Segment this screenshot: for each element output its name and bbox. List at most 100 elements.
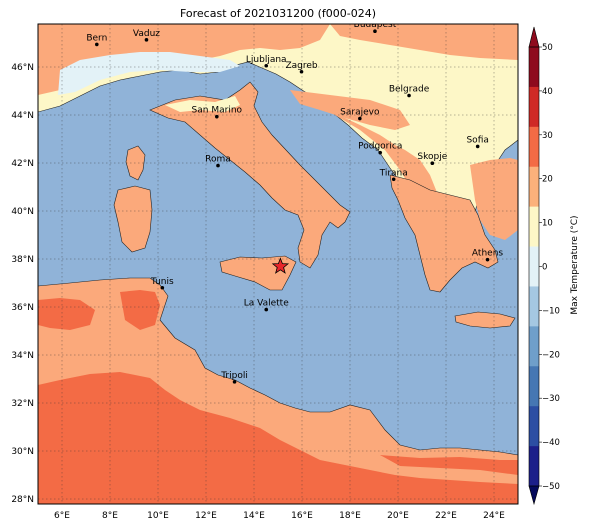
lat-tick-label: 28°N (11, 495, 34, 505)
lat-axis: 28°N 30°N 32°N 34°N 36°N 38°N 40°N 42°N … (11, 63, 34, 505)
lon-tick-label: 6°E (54, 511, 70, 521)
crete-land (454, 311, 516, 329)
city-dot (407, 93, 411, 98)
city-dot (95, 42, 99, 47)
algeria-warm (38, 298, 95, 330)
city-label: Tirana (379, 168, 408, 178)
colorbar-segment (529, 126, 539, 168)
greece-land (389, 174, 499, 293)
chart-title: Forecast of 2021031200 (f000-024) (179, 7, 377, 20)
hungary-mild (290, 90, 410, 130)
lat-tick-label: 40°N (11, 207, 34, 217)
alps-pale (58, 52, 240, 95)
colorbar-tick-label: 30 (542, 131, 553, 141)
city-dot (264, 307, 269, 312)
city-label: Athens (472, 249, 503, 259)
lon-tick-label: 16°E (291, 511, 313, 521)
colorbar-tick-label: −30 (542, 394, 560, 404)
colorbar-segment (529, 86, 539, 128)
city-label: Tunis (150, 277, 174, 287)
colorbar-tick-label: 50 (542, 43, 553, 53)
colorbar-segment (529, 286, 539, 327)
lat-tick-label: 38°N (11, 255, 34, 265)
colorbar-tick-label: −50 (542, 482, 560, 492)
colorbar: −50 −40 −30 −20 −10 0 10 20 30 40 50 (528, 26, 560, 506)
city-dot (160, 285, 165, 290)
lat-tick-label: 30°N (11, 447, 34, 457)
po-valley-pale (165, 96, 240, 112)
star-marker-icon (271, 257, 290, 274)
lat-tick-label: 36°N (11, 303, 34, 313)
colorbar-segment (529, 47, 539, 88)
city-label: La Valette (244, 299, 289, 309)
sardinia-land (113, 185, 153, 253)
lon-tick-label: 18°E (339, 511, 361, 521)
lon-tick-label: 10°E (147, 511, 169, 521)
city-label: Roma (205, 155, 231, 165)
colorbar-tick-label: −10 (542, 306, 560, 316)
colorbar-label: Max Temperature (°C) (570, 215, 580, 314)
lon-tick-label: 14°E (243, 511, 265, 521)
lon-tick-label: 22°E (435, 511, 457, 521)
city-dot (299, 69, 304, 74)
colorbar-tick-label: 0 (542, 263, 547, 273)
colorbar-tick-label: 20 (542, 175, 553, 185)
lon-tick-label: 24°E (483, 511, 505, 521)
lon-axis: 6°E 8°E 10°E 12°E 14°E 16°E 18°E 20°E 22… (54, 511, 505, 521)
lat-tick-label: 34°N (11, 351, 34, 361)
colorbar-extend-min (528, 485, 540, 506)
lat-tick-label: 42°N (11, 159, 34, 169)
lon-tick-label: 20°E (387, 511, 409, 521)
colorbar-segment (529, 326, 539, 367)
city-dot (215, 114, 219, 119)
city-label: Ljubljana (246, 55, 287, 65)
colorbar-tick-label: −20 (542, 350, 560, 360)
city-dot (430, 161, 435, 165)
city-label: Vaduz (133, 29, 160, 39)
lat-tick-label: 46°N (11, 63, 34, 73)
city-dot (475, 144, 480, 149)
city-dot (391, 177, 396, 182)
colorbar-segment (529, 206, 539, 247)
colorbar-segment (529, 446, 539, 487)
city-dot (378, 150, 383, 155)
city-label: Budapest (354, 20, 397, 30)
city-dot (232, 380, 237, 384)
city-dot (264, 63, 269, 68)
lat-tick-label: 32°N (11, 399, 34, 409)
city-label: San Marino (192, 106, 243, 116)
italy-land (149, 81, 351, 269)
city-label: Zagreb (285, 61, 317, 71)
city-label: Skopje (417, 152, 447, 162)
city-label: Sofia (466, 135, 488, 145)
north-mild-east (330, 24, 518, 60)
turkey-mild (470, 158, 518, 240)
colorbar-segment (529, 246, 539, 287)
colorbar-extend-max (528, 26, 540, 48)
tunisia-warm (120, 290, 160, 330)
graticule (38, 24, 518, 504)
city-label: Belgrade (389, 85, 430, 95)
city-label: Sarajevo (340, 108, 380, 118)
colorbar-tick-label: 40 (542, 87, 553, 97)
colorbar-tick-label: −40 (542, 438, 560, 448)
lon-tick-label: 12°E (195, 511, 217, 521)
city-label: Podgorica (358, 142, 402, 152)
city-label: Tripoli (220, 371, 248, 381)
colorbar-tick-label: 10 (542, 219, 553, 229)
colorbar-segment (529, 366, 539, 407)
city-dot (216, 163, 220, 168)
lat-tick-label: 44°N (11, 111, 34, 121)
alps-mild (38, 24, 330, 95)
marker-layer (271, 257, 290, 274)
colorbar-segment (529, 406, 539, 447)
city-dot (144, 38, 149, 42)
city-dot (358, 116, 362, 121)
lon-tick-label: 8°E (102, 511, 118, 521)
city-dot (485, 257, 490, 262)
map-frame (37, 23, 519, 505)
colorbar-segment (529, 166, 539, 207)
